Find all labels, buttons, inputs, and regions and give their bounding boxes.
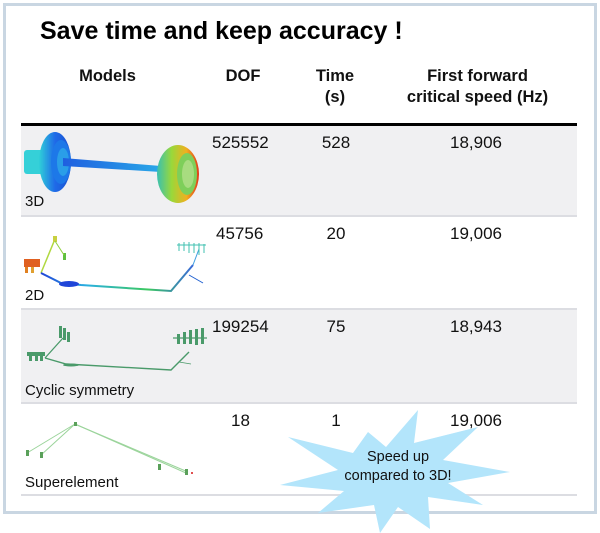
callout-line1: Speed up (366, 449, 430, 465)
model-label: Cyclic symmetry (25, 382, 135, 399)
header-critical-speed: First forward critical speed (Hz) (390, 66, 565, 108)
callout-line2: compared to 3D! (344, 468, 452, 484)
dof-value: 45756 (216, 224, 264, 243)
time-value: 20 (326, 224, 346, 243)
header-time-line2: (s) (324, 88, 346, 106)
starburst-callout-shape (280, 410, 510, 533)
row-divider (21, 308, 577, 310)
dof-value: 18 (231, 411, 250, 430)
header-models: Models (60, 66, 155, 87)
3d-rotor-model-icon (24, 132, 199, 203)
dof-value: 199254 (212, 317, 269, 336)
row-divider (21, 402, 577, 404)
speed-value: 18,906 (450, 133, 502, 152)
dof-value: 525552 (212, 133, 269, 152)
table-bottom-rule (21, 494, 577, 496)
table-row: Cyclic symmetry 199254 75 18,943 (21, 310, 577, 402)
header-models-label: Models (79, 67, 136, 85)
table-row: 3D 525552 528 18,906 (21, 126, 577, 215)
model-label: 3D (25, 193, 45, 210)
time-value: 75 (326, 317, 346, 336)
time-value: 1 (331, 411, 341, 430)
table-row: 2D 45756 20 19,006 (21, 217, 577, 308)
table-row: Superelement 18 1 19,006 (21, 404, 577, 494)
speed-value: 19,006 (450, 411, 502, 430)
model-label: Superelement (25, 474, 119, 491)
header-speed-line2: critical speed (Hz) (406, 88, 549, 106)
row-divider (21, 215, 577, 217)
model-label: 2D (25, 287, 45, 304)
time-value: 528 (321, 133, 351, 152)
header-rule (21, 123, 577, 126)
header-time: Time (s) (305, 66, 365, 108)
slide-title: Save time and keep accuracy ! (40, 17, 403, 45)
2d-beam-model-icon (24, 236, 206, 293)
speed-value: 18,943 (450, 317, 502, 336)
header-time-line1: Time (315, 67, 355, 85)
cyclic-symmetry-model-icon (27, 326, 207, 371)
header-dof-label: DOF (225, 67, 261, 85)
header-dof: DOF (215, 66, 271, 87)
speed-value: 19,006 (450, 224, 502, 243)
header-speed-line1: First forward (427, 67, 528, 85)
callout-text: Speed up compared to 3D! (338, 448, 458, 486)
superelement-model-icon (26, 422, 193, 475)
